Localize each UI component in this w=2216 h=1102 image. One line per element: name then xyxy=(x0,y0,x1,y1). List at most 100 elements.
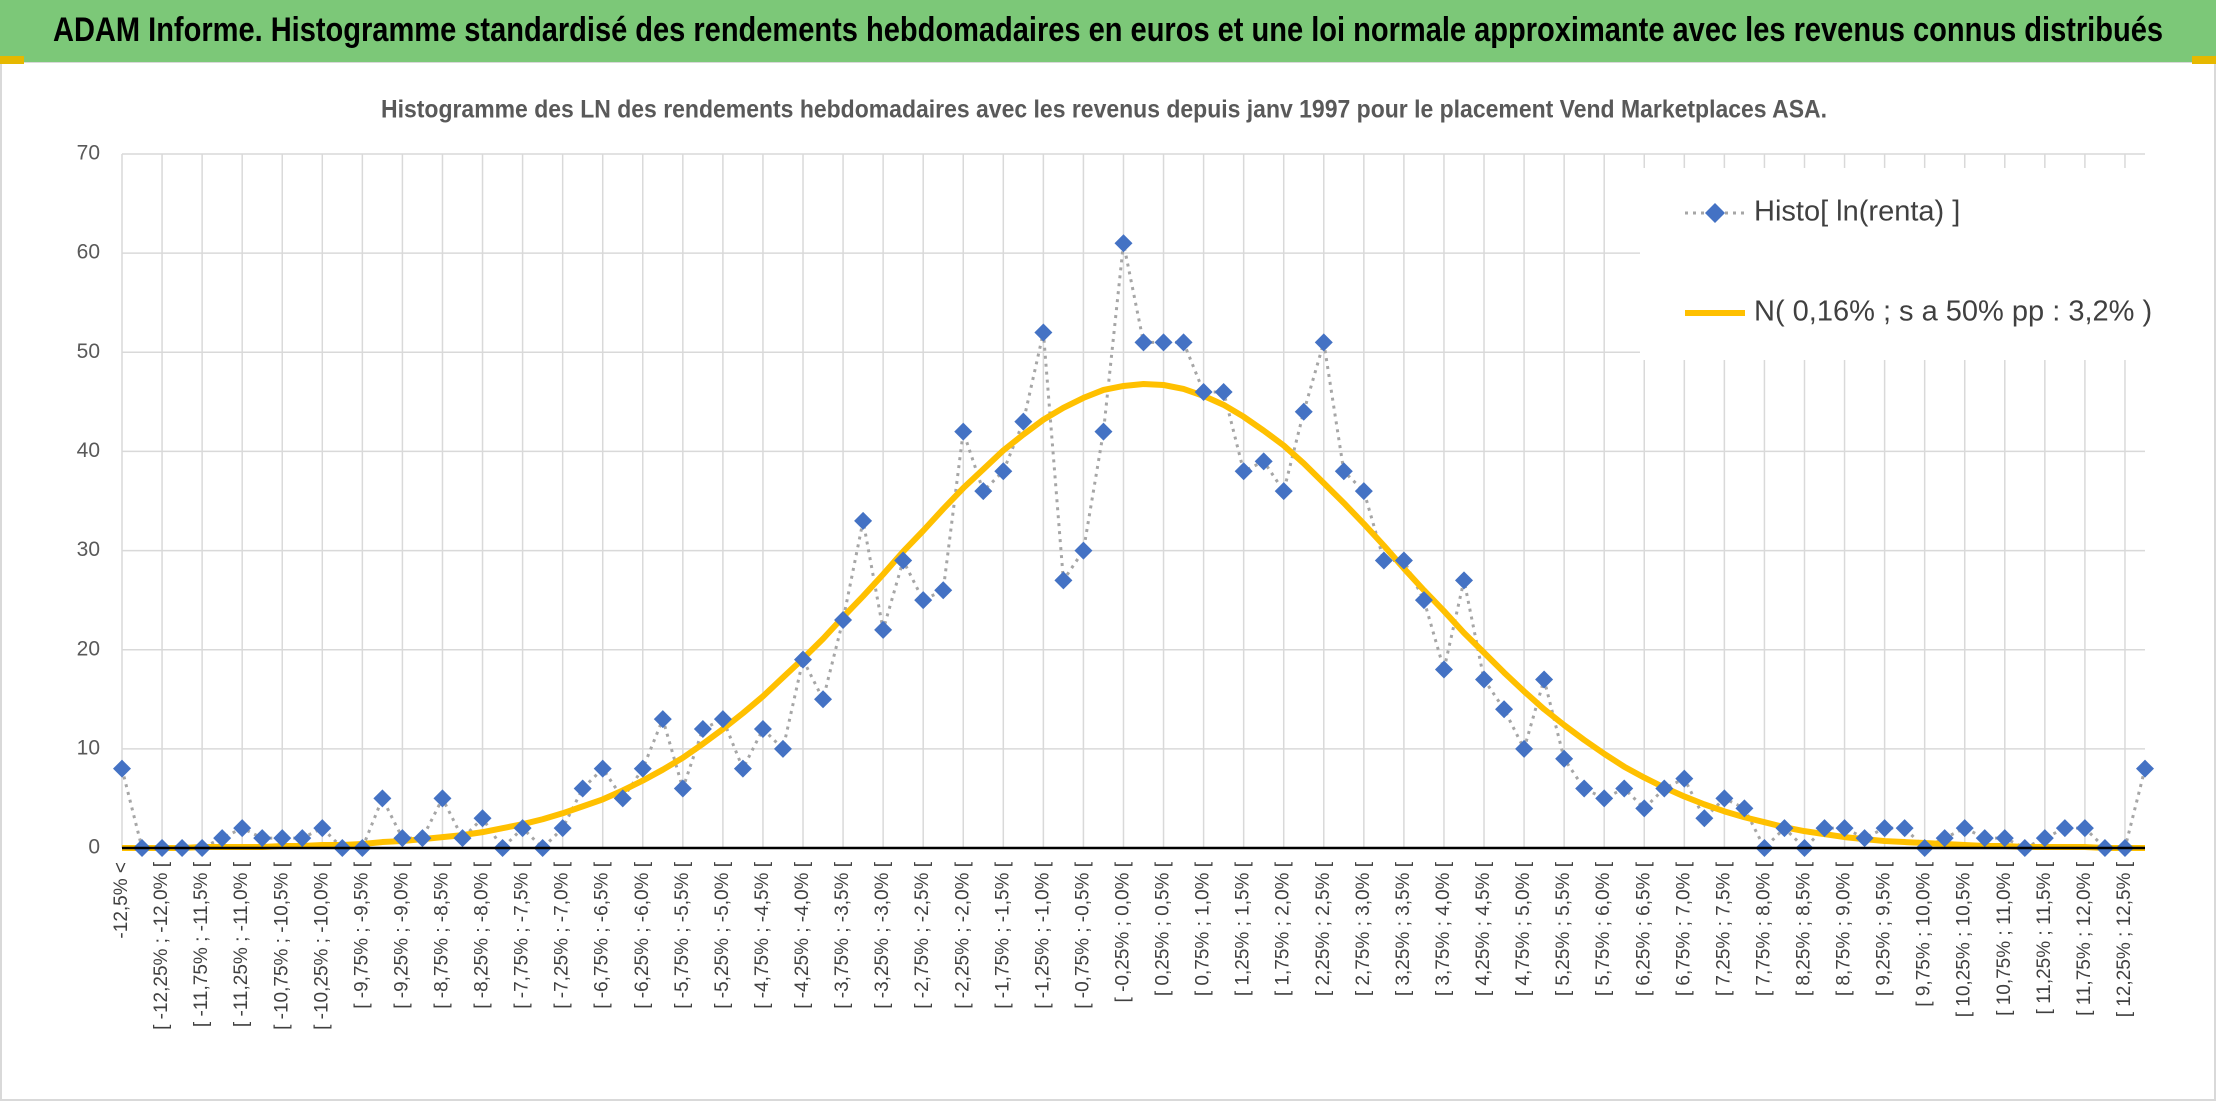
data-point xyxy=(1134,333,1153,352)
data-point xyxy=(1495,700,1514,719)
data-point xyxy=(1214,382,1233,401)
x-tick-label: [ -0,75% ; -0,5% [ xyxy=(1072,861,1093,1009)
x-tick-label: [ 9,75% ; 10,0% [ xyxy=(1914,861,1935,1006)
data-point xyxy=(1595,789,1614,808)
data-point xyxy=(713,710,732,729)
x-tick-label: [ -3,25% ; -3,0% [ xyxy=(872,861,893,1009)
data-point xyxy=(1695,809,1714,828)
data-point xyxy=(2035,829,2054,848)
x-tick-label: [ 0,75% ; 1,0% [ xyxy=(1193,861,1214,996)
data-point xyxy=(1254,452,1273,471)
data-point xyxy=(834,610,853,629)
x-tick-label: [ 5,75% ; 6,0% [ xyxy=(1593,861,1614,996)
data-point xyxy=(693,720,712,739)
x-tick-label: [ -4,25% ; -4,0% [ xyxy=(792,861,813,1009)
y-tick-label: 70 xyxy=(77,142,100,165)
data-point xyxy=(413,829,432,848)
data-point xyxy=(1715,789,1734,808)
x-tick-label: [ -9,75% ; -9,5% [ xyxy=(351,861,372,1009)
x-tick-label: [ -2,25% ; -2,0% [ xyxy=(952,861,973,1009)
data-point xyxy=(914,591,933,610)
y-tick-label: 10 xyxy=(77,736,100,759)
x-tick-label: [ -11,25% ; -11,0% [ xyxy=(231,861,252,1027)
data-point xyxy=(753,720,772,739)
y-tick-label: 20 xyxy=(77,637,100,660)
data-point xyxy=(293,829,312,848)
data-point xyxy=(613,789,632,808)
data-point xyxy=(1154,333,1173,352)
data-point xyxy=(1855,829,1874,848)
data-point xyxy=(673,779,692,798)
data-point xyxy=(1515,739,1534,758)
axes: 0 10 20 30 40 50 60 70 -12,5% < [ -12,25% ; -12,0… xyxy=(77,142,2145,1030)
x-tick-label: [ 1,25% ; 1,5% [ xyxy=(1233,861,1254,996)
chart-title: ADAM Informe. Histogramme standardisé de… xyxy=(53,11,2163,49)
x-tick-label: [ 10,75% ; 11,0% [ xyxy=(1994,861,2015,1016)
data-point xyxy=(1054,571,1073,590)
data-point xyxy=(1955,819,1974,838)
data-point xyxy=(1575,779,1594,798)
data-point xyxy=(1314,333,1333,352)
data-point xyxy=(1074,541,1093,560)
data-point xyxy=(1735,799,1754,818)
data-point xyxy=(894,551,913,570)
x-tick-label: [ -0,25% ; 0,0% [ xyxy=(1113,861,1134,1002)
data-point xyxy=(473,809,492,828)
data-point xyxy=(653,710,672,729)
y-tick-label: 30 xyxy=(77,538,100,561)
data-point xyxy=(1394,551,1413,570)
x-tick-label: [ 12,25% ; 12,5% [ xyxy=(2114,861,2135,1017)
x-tick-label: -12,5% < xyxy=(111,862,132,939)
x-tick-label: [ 4,75% ; 5,0% [ xyxy=(1513,861,1534,996)
y-tick-label: 60 xyxy=(77,241,100,264)
data-point xyxy=(213,829,232,848)
data-point xyxy=(1414,591,1433,610)
x-tick-label: [ -4,75% ; -4,5% [ xyxy=(752,861,773,1009)
data-point xyxy=(1775,819,1794,838)
x-tick-label: [ -9,25% ; -9,0% [ xyxy=(391,861,412,1009)
data-point xyxy=(814,690,833,709)
banner-accent xyxy=(2192,56,2216,64)
data-point xyxy=(854,511,873,530)
data-point xyxy=(253,829,272,848)
data-point xyxy=(573,779,592,798)
data-point xyxy=(1294,402,1313,421)
x-tick-label: [ 6,25% ; 6,5% [ xyxy=(1633,861,1654,996)
data-point xyxy=(1114,234,1133,253)
x-tick-label: [ -12,25% ; -12,0% [ xyxy=(151,861,172,1030)
x-tick-label: [ -7,75% ; -7,5% [ xyxy=(512,861,533,1009)
data-point xyxy=(1354,482,1373,501)
data-point xyxy=(1815,819,1834,838)
data-point xyxy=(733,759,752,778)
data-point xyxy=(994,462,1013,481)
data-point xyxy=(1094,422,1113,441)
x-tick-label: [ 8,75% ; 9,0% [ xyxy=(1834,861,1855,996)
data-point xyxy=(1274,482,1293,501)
data-point xyxy=(1895,819,1914,838)
x-tick-label: [ -10,75% ; -10,5% [ xyxy=(271,861,292,1030)
chart-subtitle: Histogramme des LN des rendements hebdom… xyxy=(381,96,1827,124)
data-point xyxy=(1475,670,1494,689)
data-point xyxy=(2075,819,2094,838)
data-point xyxy=(1675,769,1694,788)
x-tick-label: [ -2,75% ; -2,5% [ xyxy=(912,861,933,1009)
x-tick-label: [ -5,75% ; -5,5% [ xyxy=(672,861,693,1009)
x-tick-label: [ 10,25% ; 10,5% [ xyxy=(1954,861,1975,1017)
data-point xyxy=(1995,829,2014,848)
x-tick-label: [ 8,25% ; 8,5% [ xyxy=(1794,861,1815,996)
x-tick-label: [ 6,75% ; 7,0% [ xyxy=(1673,861,1694,996)
data-point xyxy=(313,819,332,838)
data-point xyxy=(273,829,292,848)
data-point xyxy=(1174,333,1193,352)
data-point xyxy=(633,759,652,778)
x-tick-label: [ -8,25% ; -8,0% [ xyxy=(472,861,493,1009)
x-tick-label: [ 3,75% ; 4,0% [ xyxy=(1433,861,1454,996)
grid xyxy=(121,153,2145,849)
data-point xyxy=(1334,462,1353,481)
x-tick-label: [ -3,75% ; -3,5% [ xyxy=(832,861,853,1009)
data-point xyxy=(1454,571,1473,590)
legend-label: Histo[ ln(renta) ] xyxy=(1754,196,1960,228)
x-tick-label: [ -1,25% ; -1,0% [ xyxy=(1032,861,1053,1009)
